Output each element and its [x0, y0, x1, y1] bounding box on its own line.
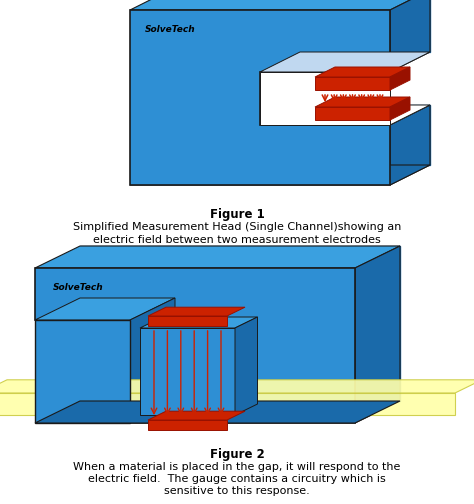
- Polygon shape: [80, 246, 400, 401]
- Polygon shape: [0, 380, 474, 393]
- Polygon shape: [35, 401, 400, 423]
- Text: Simplified Measurement Head (Single Channel)showing an: Simplified Measurement Head (Single Chan…: [73, 222, 401, 232]
- Polygon shape: [355, 246, 400, 423]
- Polygon shape: [148, 411, 245, 420]
- Text: sensitive to this response.: sensitive to this response.: [164, 486, 310, 496]
- Polygon shape: [148, 307, 245, 316]
- Text: electric field.  The gauge contains a circuitry which is: electric field. The gauge contains a cir…: [88, 474, 386, 484]
- Polygon shape: [390, 67, 410, 90]
- Text: When a material is placed in the gap, it will respond to the: When a material is placed in the gap, it…: [73, 462, 401, 472]
- Polygon shape: [35, 268, 355, 423]
- Polygon shape: [0, 393, 455, 415]
- Polygon shape: [315, 97, 410, 107]
- Polygon shape: [260, 72, 390, 125]
- Polygon shape: [148, 316, 227, 326]
- Polygon shape: [315, 77, 390, 90]
- Text: Figure 1: Figure 1: [210, 208, 264, 221]
- Polygon shape: [35, 298, 175, 320]
- Text: SolveTech: SolveTech: [145, 25, 196, 34]
- Polygon shape: [140, 328, 235, 415]
- Polygon shape: [35, 246, 400, 268]
- Polygon shape: [148, 420, 227, 430]
- Polygon shape: [315, 107, 390, 120]
- Polygon shape: [390, 105, 430, 185]
- Polygon shape: [260, 52, 430, 72]
- Text: electric field between two measurement electrodes: electric field between two measurement e…: [93, 235, 381, 245]
- Text: Figure 2: Figure 2: [210, 448, 264, 461]
- Text: SolveTech: SolveTech: [53, 283, 104, 292]
- Polygon shape: [130, 0, 430, 10]
- Polygon shape: [390, 97, 410, 120]
- Polygon shape: [130, 165, 430, 185]
- Polygon shape: [140, 317, 257, 328]
- Polygon shape: [315, 67, 410, 77]
- Polygon shape: [130, 10, 390, 185]
- Polygon shape: [260, 105, 430, 125]
- Polygon shape: [130, 298, 175, 423]
- Polygon shape: [35, 320, 130, 423]
- Polygon shape: [235, 317, 257, 415]
- Polygon shape: [390, 0, 430, 72]
- Polygon shape: [170, 0, 430, 165]
